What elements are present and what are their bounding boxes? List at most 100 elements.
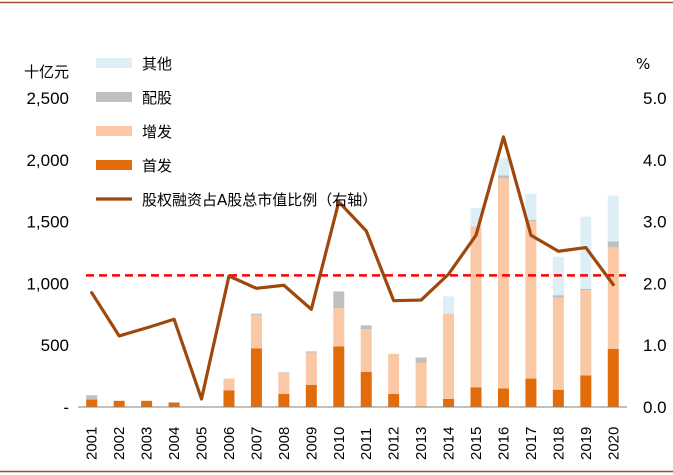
x-tick-label: 2011	[358, 428, 375, 460]
bar-4-2016	[497, 157, 509, 176]
x-tick-label: 2010	[331, 427, 348, 460]
legend-swatch-4	[96, 160, 132, 170]
bar-4-2020	[607, 195, 619, 242]
bar-3-2019	[580, 288, 592, 291]
left-tick-label: 1,500	[26, 213, 69, 232]
bar-3-2011	[360, 325, 372, 330]
bar-1-2012	[388, 394, 400, 407]
legend-label: 股权融资占A股总市值比例（右轴）	[142, 191, 377, 209]
bar-1-2018	[552, 389, 564, 407]
x-tick-label: 2004	[166, 427, 183, 460]
bar-1-2017	[525, 378, 537, 407]
legend-label: 首发	[142, 157, 172, 175]
bar-3-2020	[607, 241, 619, 247]
x-tick-label: 2018	[550, 427, 567, 460]
bar-3-2018	[552, 295, 564, 298]
bar-1-2008	[278, 394, 290, 407]
bar-2-2006	[223, 378, 235, 391]
x-tick-label: 2016	[495, 427, 512, 460]
bar-2-2017	[525, 220, 537, 379]
legend-swatch-3	[96, 126, 132, 136]
bar-1-2020	[607, 348, 619, 407]
legend-swatch-2	[96, 92, 132, 102]
bar-2-2013	[415, 362, 427, 407]
bar-1-2010	[333, 346, 345, 407]
bar-3-2004	[168, 402, 180, 403]
bar-2-2009	[305, 352, 317, 385]
bar-2-2010	[333, 308, 345, 347]
bar-4-2017	[525, 193, 537, 220]
x-tick-label: 2014	[441, 427, 458, 460]
x-tick-label: 2015	[468, 427, 485, 460]
left-tick-label: 1,000	[26, 274, 69, 293]
bar-1-2006	[223, 390, 235, 407]
bar-3-2008	[278, 372, 290, 374]
x-tick-label: 2012	[386, 427, 403, 460]
x-tick-label: 2002	[111, 427, 128, 460]
bar-4-2015	[470, 208, 482, 227]
right-tick-label: 2.0	[643, 274, 667, 293]
right-tick-label: 5.0	[643, 89, 667, 108]
bar-1-2009	[305, 384, 317, 407]
bar-2-2019	[580, 290, 592, 376]
bar-series-group	[86, 157, 619, 407]
x-tick-label: 2020	[605, 427, 622, 460]
x-axis-labels: 2001 2002 2003 2004 2005 2006 2007 2008 2009 2010…	[84, 427, 623, 460]
right-tick-label: 3.0	[643, 213, 667, 232]
left-tick-label: 2,000	[26, 151, 69, 170]
bar-2-2018	[552, 297, 564, 390]
left-tick-label: 2,500	[26, 89, 69, 108]
legend-label: 增发	[142, 123, 172, 141]
bar-1-2011	[360, 371, 372, 407]
legend-label: 其他	[142, 55, 172, 73]
right-tick-label: 0.0	[643, 398, 667, 417]
x-tick-label: 2006	[221, 427, 238, 460]
legend-swatch-1	[96, 58, 132, 68]
x-tick-label: 2013	[413, 427, 430, 460]
x-tick-label: 2003	[139, 427, 156, 460]
x-tick-label: 2001	[84, 427, 101, 460]
bar-1-2019	[580, 375, 592, 407]
bar-3-2013	[415, 357, 427, 363]
bar-1-2004	[168, 402, 180, 407]
bar-1-2016	[497, 388, 509, 407]
ratio-line	[90, 135, 615, 401]
bar-3-2010	[333, 291, 345, 309]
x-tick-label: 2009	[303, 427, 320, 460]
legend-label: 配股	[142, 89, 172, 107]
bar-2-2007	[250, 314, 262, 349]
x-tick-label: 2007	[248, 427, 265, 460]
bar-2-2011	[360, 329, 372, 372]
bar-2-2015	[470, 226, 482, 388]
left-axis-unit: 十亿元	[24, 63, 69, 81]
bar-3-2001	[86, 395, 98, 400]
bar-2-2008	[278, 373, 290, 395]
left-axis-ticks: - 500 1,000 1,500 2,000 2,500	[26, 89, 69, 417]
right-tick-label: 1.0	[643, 336, 667, 355]
bar-3-2016	[497, 175, 509, 179]
right-tick-label: 4.0	[643, 151, 667, 170]
bar-2-2014	[443, 313, 455, 399]
bar-3-2007	[250, 313, 262, 315]
bar-1-2007	[250, 348, 262, 407]
bar-1-2001	[86, 399, 98, 407]
left-tick-label: 500	[41, 336, 69, 355]
bar-2-2020	[607, 246, 619, 349]
bar-2-2012	[388, 353, 400, 395]
x-tick-label: 2019	[578, 427, 595, 460]
bar-4-2019	[580, 216, 592, 289]
bar-1-2002	[113, 400, 125, 407]
bar-3-2009	[305, 351, 317, 353]
bar-3-2017	[525, 219, 537, 221]
bar-1-2014	[443, 398, 455, 407]
x-tick-label: 2005	[194, 427, 211, 460]
x-tick-label: 2008	[276, 427, 293, 460]
right-axis-ticks: 0.0 1.0 2.0 3.0 4.0 5.0	[643, 89, 667, 417]
bar-1-2015	[470, 387, 482, 407]
x-tick-label: 2017	[523, 427, 540, 460]
ratio-line-group	[90, 135, 615, 401]
bar-4-2014	[443, 296, 455, 314]
